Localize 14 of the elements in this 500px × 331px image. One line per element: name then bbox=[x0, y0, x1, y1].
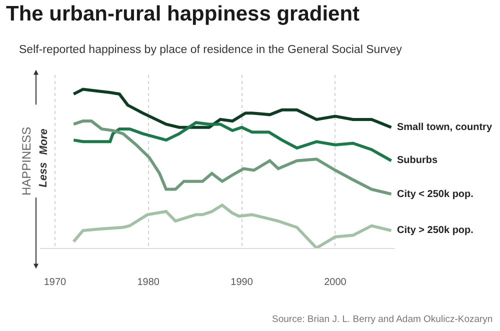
series-label: Suburbs bbox=[397, 155, 438, 166]
annotation: More bbox=[38, 128, 50, 155]
x-tick-label: 1970 bbox=[44, 277, 67, 288]
x-tick-label: 1990 bbox=[230, 277, 254, 288]
source-note: Source: Brian J. L. Berry and Adam Okulicz-Kozaryn bbox=[272, 314, 493, 325]
x-tick-label: 1980 bbox=[137, 277, 160, 288]
annotation: Less bbox=[38, 162, 50, 188]
chart-title: The urban-rural happiness gradient bbox=[6, 2, 360, 26]
series-label: Small town, country bbox=[397, 122, 492, 133]
series-label: City < 250k pop. bbox=[397, 189, 474, 200]
x-tick-label: 2000 bbox=[324, 277, 347, 288]
series-label: City > 250k pop. bbox=[397, 225, 474, 236]
chart-subtitle: Self-reported happiness by place of residence in the General Social Survey bbox=[19, 44, 402, 56]
y-axis-title: HAPPINESS bbox=[20, 126, 34, 196]
